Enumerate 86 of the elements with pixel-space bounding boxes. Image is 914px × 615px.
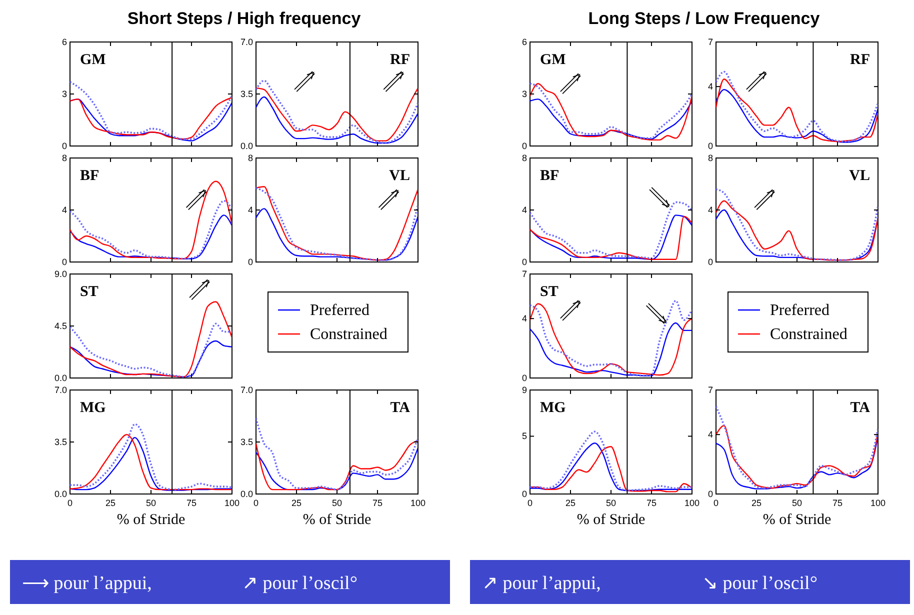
x-axis-title: % of Stride: [762, 512, 832, 528]
text: TA: [850, 400, 870, 416]
text: BF: [540, 168, 560, 184]
x-tick-label: 100: [410, 498, 426, 508]
y-tick-label: 0: [708, 141, 713, 151]
x-tick-label: 50: [146, 498, 156, 508]
y-tick-label: 6: [522, 37, 527, 47]
y-tick-label: 0: [62, 141, 67, 151]
x-tick-label: 25: [751, 498, 762, 508]
x-tick-label: 75: [646, 498, 657, 508]
y-tick-label: 3.5: [240, 437, 253, 447]
x-tick-label: 50: [332, 498, 342, 508]
y-tick-label: 4: [62, 205, 67, 215]
x-tick-label: 25: [105, 498, 116, 508]
y-tick-label: 0.0: [240, 141, 253, 151]
y-tick-label: 0: [62, 257, 67, 267]
x-tick-label: 100: [870, 498, 886, 508]
text: ST: [540, 284, 558, 300]
y-tick-label: 4: [708, 430, 713, 440]
y-tick-label: 0: [522, 141, 527, 151]
x-tick-label: 100: [684, 498, 700, 508]
y-tick-label: 0.0: [54, 373, 67, 383]
text: ST: [80, 284, 98, 300]
x-tick-label: 75: [186, 498, 197, 508]
text: VL: [849, 168, 870, 184]
y-tick-label: 0: [708, 489, 713, 499]
y-tick-label: 9.0: [54, 269, 67, 279]
y-tick-label: 7: [708, 37, 713, 47]
y-tick-label: 0.0: [240, 489, 253, 499]
text: RF: [390, 52, 410, 68]
y-tick-label: 8: [708, 153, 713, 163]
y-tick-label: 8: [522, 153, 527, 163]
x-tick-label: 25: [565, 498, 576, 508]
y-tick-label: 0: [708, 257, 713, 267]
y-tick-label: 5: [522, 431, 527, 442]
y-tick-label: 4: [522, 314, 527, 324]
y-tick-label: 4: [522, 205, 527, 215]
text: RF: [850, 52, 870, 68]
y-tick-label: 3.5: [54, 437, 67, 447]
y-tick-label: 0: [522, 373, 527, 383]
x-tick-label: 75: [372, 498, 383, 508]
text: VL: [389, 168, 410, 184]
y-tick-label: 7: [708, 385, 713, 395]
y-tick-label: 3.5: [240, 89, 253, 99]
text: GM: [540, 52, 566, 68]
text: ⟶ pour l’appui,: [22, 573, 152, 594]
y-tick-label: 7.0: [240, 385, 253, 395]
y-tick-label: 8: [62, 153, 67, 163]
y-tick-label: 6: [62, 37, 67, 47]
text: Long Steps / Low Frequency: [588, 9, 820, 28]
text: BF: [80, 168, 100, 184]
x-tick-label: 100: [224, 498, 240, 508]
x-tick-label: 50: [606, 498, 616, 508]
y-tick-label: 9: [522, 385, 527, 395]
legend-label: Preferred: [770, 302, 830, 319]
y-tick-label: 8: [248, 153, 253, 163]
text: ↗ pour l’oscil°: [242, 573, 358, 594]
y-tick-label: 0: [248, 257, 253, 267]
y-tick-label: 4: [708, 205, 713, 215]
y-tick-label: 3: [522, 89, 527, 99]
text: MG: [540, 400, 566, 416]
text: GM: [80, 52, 106, 68]
legend-label: Constrained: [770, 326, 848, 343]
legend-label: Constrained: [310, 326, 388, 343]
x-axis-title: % of Stride: [576, 512, 646, 528]
y-tick-label: 7.0: [54, 385, 67, 395]
y-tick-label: 0: [522, 257, 527, 267]
text: ↘ pour l’oscil°: [702, 573, 818, 594]
y-tick-label: 4: [248, 205, 253, 215]
y-tick-label: 7.0: [240, 37, 253, 47]
x-axis-title: % of Stride: [116, 512, 186, 528]
text: MG: [80, 400, 106, 416]
text: ↗ pour l’appui,: [482, 573, 601, 594]
x-tick-label: 50: [792, 498, 802, 508]
text: Short Steps / High frequency: [127, 9, 362, 28]
text: TA: [390, 400, 410, 416]
legend-label: Preferred: [310, 302, 370, 319]
y-tick-label: 0: [522, 489, 527, 499]
y-tick-label: 4.5: [54, 321, 67, 331]
y-tick-label: 4: [708, 82, 713, 92]
y-tick-label: 3: [62, 89, 67, 99]
x-tick-label: 25: [291, 498, 302, 508]
x-axis-title: % of Stride: [302, 512, 372, 528]
y-tick-label: 7: [522, 269, 527, 279]
y-tick-label: 0.0: [54, 489, 67, 499]
x-tick-label: 75: [832, 498, 843, 508]
